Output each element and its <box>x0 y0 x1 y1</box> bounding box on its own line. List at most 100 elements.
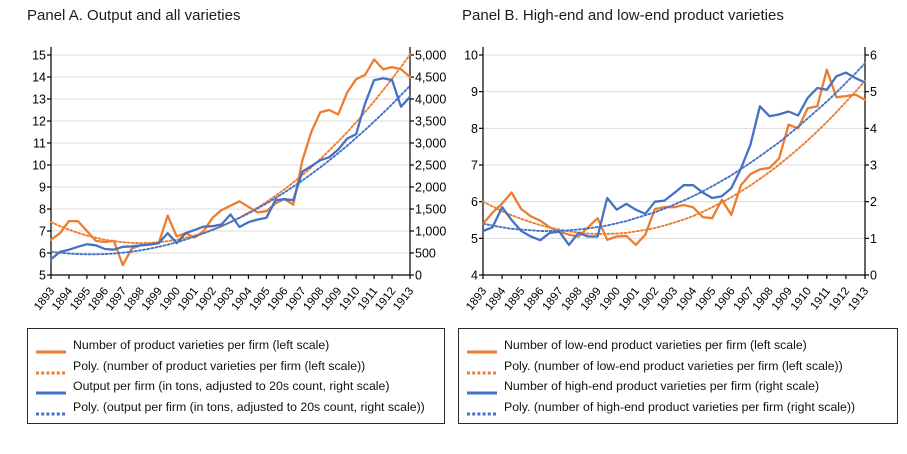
year-label: 1903 <box>655 285 680 313</box>
orange-dotted-line-swatch <box>467 363 497 375</box>
right-axis-tick-label: 4,000 <box>415 93 446 107</box>
left-axis-tick-label: 6 <box>471 195 478 209</box>
orange-solid-line-swatch <box>36 342 66 354</box>
orange-dotted-line-swatch <box>36 363 66 375</box>
series-lines <box>481 62 867 247</box>
x-axis-labels: 1893189418951896189718981899190019011902… <box>32 275 416 313</box>
right-axis-tick-label: 5,000 <box>415 49 446 63</box>
right-axis-tick-label: 5 <box>870 85 877 99</box>
right-axis-tick-label: 3,500 <box>415 115 446 129</box>
legend-item: Number of low-end product varieties per … <box>467 338 889 354</box>
blue-solid-line-swatch <box>36 383 66 395</box>
legend-label: Poly. (number of product varieties per f… <box>73 358 366 373</box>
orange-solid-series-line <box>481 68 867 247</box>
left-axis-tick-label: 7 <box>471 159 478 173</box>
left-axis-tick-label: 11 <box>33 137 46 151</box>
legend-label: Number of product varieties per firm (le… <box>73 338 330 353</box>
panel-a-chart: 5 6 7 8 9 10 11 12 13 14 15 0 500 1,000 1,500 2,000 2,50… <box>32 47 446 313</box>
year-label: 1901 <box>617 285 642 313</box>
right-axis-tick-label: 0 <box>870 269 877 283</box>
right-axis-labels: 0 500 1,000 1,500 2,000 2,500 3,000 3,500 4,000 4… <box>410 49 446 283</box>
blue-dotted-series-line <box>482 62 866 232</box>
panel-b-title: Panel B. High-end and low-end product va… <box>462 7 784 24</box>
year-label: 1910 <box>337 285 362 313</box>
left-axis-tick-label: 5 <box>471 232 478 246</box>
right-axis-labels: 0 1 2 3 4 5 6 <box>865 49 877 283</box>
left-axis-tick-label: 6 <box>39 247 46 261</box>
left-axis-labels: 5 6 7 8 9 10 11 12 13 14 15 <box>32 49 51 283</box>
left-axis-tick-label: 8 <box>39 203 46 217</box>
right-axis-tick-label: 1,000 <box>415 225 446 239</box>
right-axis-tick-label: 6 <box>870 49 877 63</box>
year-label: 1910 <box>789 285 814 313</box>
legend-item: Output per firm (in tons, adjusted to 20… <box>36 379 436 395</box>
year-label: 1905 <box>693 285 718 313</box>
year-label: 1906 <box>712 285 737 313</box>
right-axis-tick-label: 2,000 <box>415 181 446 195</box>
right-axis-tick-label: 0 <box>415 269 422 283</box>
panel-a-title: Panel A. Output and all varieties <box>27 7 241 24</box>
left-axis-tick-label: 10 <box>32 159 46 173</box>
panel-b-legend: Number of low-end product varieties per … <box>458 328 898 424</box>
left-axis-tick-label: 15 <box>32 49 46 63</box>
year-label: 1909 <box>770 285 795 313</box>
left-axis-tick-label: 9 <box>39 181 46 195</box>
right-axis-tick-label: 2,500 <box>415 159 446 173</box>
x-axis-labels: 1893189418951896189718981899190019011902… <box>464 275 871 313</box>
left-axis-tick-label: 7 <box>39 225 46 239</box>
blue-solid-series-line <box>49 77 412 261</box>
legend-item: Poly. (number of high-end product variet… <box>467 400 889 416</box>
year-label: 1893 <box>464 285 489 313</box>
panel-a: Panel A. Output and all varieties 5 6 7 8 9 1… <box>0 0 453 454</box>
panel-a-legend: Number of product varieties per firm (le… <box>27 328 445 424</box>
year-label: 1895 <box>502 285 527 313</box>
left-axis-tick-label: 4 <box>471 269 478 283</box>
left-axis-tick-label: 5 <box>39 269 46 283</box>
right-axis-tick-label: 1 <box>870 232 877 246</box>
right-axis-tick-label: 3 <box>870 159 877 173</box>
legend-item: Poly. (number of low-end product varieti… <box>467 358 889 375</box>
right-axis-tick-label: 500 <box>415 247 436 261</box>
year-label: 1897 <box>541 285 566 313</box>
year-label: 1907 <box>732 285 757 313</box>
year-label: 1896 <box>521 285 546 313</box>
blue-solid-line-swatch <box>467 383 497 395</box>
right-axis-tick-label: 1,500 <box>415 203 446 217</box>
legend-item: Number of high-end product varieties per… <box>467 379 889 395</box>
year-label: 1900 <box>598 285 623 313</box>
gridlines <box>483 54 865 239</box>
right-axis-tick-label: 4 <box>870 122 877 136</box>
left-axis-tick-label: 9 <box>471 85 478 99</box>
left-axis-tick-label: 8 <box>471 122 478 136</box>
panel-b: Panel B. High-end and low-end product va… <box>453 0 907 454</box>
year-label: 1913 <box>846 285 871 313</box>
year-label: 1913 <box>391 285 416 313</box>
left-axis-labels: 4 5 6 7 8 9 10 <box>464 49 483 283</box>
year-label: 1899 <box>579 285 604 313</box>
blue-dotted-line-swatch <box>467 404 497 416</box>
year-label: 1908 <box>751 285 776 313</box>
axes <box>50 47 411 276</box>
orange-dotted-series-line <box>482 79 866 235</box>
gridlines <box>51 54 410 254</box>
year-label: 1912 <box>827 285 852 313</box>
right-axis-tick-label: 2 <box>870 195 877 209</box>
left-axis-tick-label: 12 <box>32 115 46 129</box>
orange-solid-series-line <box>49 58 412 267</box>
legend-label: Output per firm (in tons, adjusted to 20… <box>73 379 390 394</box>
blue-dotted-series-line <box>50 84 411 256</box>
panel-b-chart: 4 5 6 7 8 9 10 0 1 2 3 4 5 6 1893189418951896189718981… <box>464 47 877 313</box>
left-axis-tick-label: 13 <box>32 93 46 107</box>
right-axis-tick-label: 4,500 <box>415 71 446 85</box>
legend-label: Number of low-end product varieties per … <box>504 338 807 353</box>
right-axis-tick-label: 3,000 <box>415 137 446 151</box>
orange-solid-line-swatch <box>467 342 497 354</box>
legend-item: Poly. (output per firm (in tons, adjuste… <box>36 400 436 416</box>
series-lines <box>49 53 412 267</box>
year-label: 1898 <box>560 285 585 313</box>
blue-solid-series-line <box>481 71 867 247</box>
left-axis-tick-label: 14 <box>32 71 46 85</box>
year-label: 1902 <box>636 285 661 313</box>
legend-label: Poly. (number of low-end product varieti… <box>504 358 843 373</box>
left-axis-tick-label: 10 <box>464 49 478 63</box>
